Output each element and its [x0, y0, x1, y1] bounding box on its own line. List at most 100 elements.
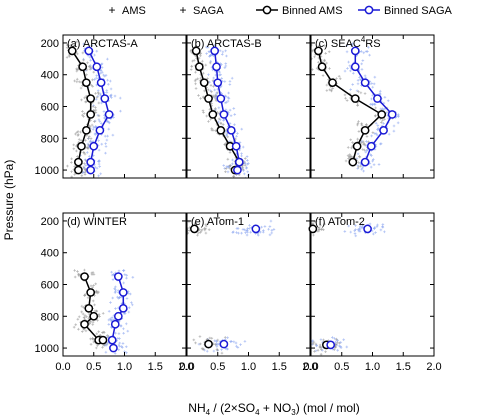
raw-point [373, 75, 377, 79]
plot-frame [62, 212, 187, 357]
raw-point [354, 234, 358, 238]
raw-point [249, 230, 252, 234]
raw-point [339, 346, 343, 350]
x-tick-label: 1.0 [117, 361, 132, 373]
panels: 200 400 600 800 1000 (a) ARCTAS-A (b) ARCTAS-B… [35, 34, 442, 373]
raw-point [76, 155, 79, 158]
raw-point [72, 143, 76, 147]
raw-point [270, 231, 274, 235]
raw-point [358, 76, 361, 79]
data-point [352, 141, 362, 151]
raw-point [110, 316, 114, 319]
raw-point [91, 286, 94, 289]
raw-point [73, 173, 77, 176]
raw-point [335, 337, 338, 341]
raw-point [224, 49, 227, 53]
raw-point [311, 68, 314, 71]
data-point [350, 94, 360, 103]
raw-point [206, 88, 210, 92]
data-point [80, 272, 89, 281]
raw-point [232, 230, 235, 234]
data-point [84, 303, 94, 313]
raw-point [206, 46, 210, 49]
raw-point [235, 344, 238, 348]
data-point [210, 46, 220, 56]
raw-point [370, 97, 373, 101]
raw-point [350, 155, 353, 159]
raw-point [319, 223, 322, 227]
raw-point [356, 137, 359, 141]
raw-point [209, 59, 213, 63]
raw-point [334, 342, 338, 346]
raw-point [243, 172, 246, 176]
raw-point [246, 170, 250, 174]
raw-point [363, 143, 367, 147]
raw-point [220, 77, 224, 80]
raw-point [101, 331, 104, 334]
raw-point [228, 151, 232, 154]
raw-point [222, 164, 226, 167]
raw-point [366, 50, 369, 53]
raw-point [207, 120, 210, 123]
raw-point [356, 78, 360, 82]
data-point [314, 46, 323, 56]
raw-point [94, 346, 98, 350]
data-point [219, 110, 229, 119]
raw-point [210, 90, 213, 94]
raw-point [396, 113, 400, 116]
raw-point [90, 44, 94, 47]
raw-point [358, 224, 362, 228]
raw-point [214, 343, 217, 346]
raw-point [197, 94, 200, 97]
raw-point [348, 64, 352, 68]
raw-point [81, 113, 84, 117]
data-point [86, 94, 96, 103]
raw-point [212, 76, 215, 80]
raw-point [74, 132, 77, 136]
raw-point [225, 347, 229, 351]
y-tick-label: 400 [41, 70, 59, 82]
raw-point [86, 146, 89, 150]
raw-point [203, 89, 206, 93]
raw-point [216, 343, 220, 346]
raw-point [367, 46, 370, 49]
raw-point [102, 73, 105, 77]
data-point [216, 94, 226, 103]
raw-point [124, 322, 128, 326]
raw-point [238, 141, 242, 144]
raw-point [201, 348, 205, 351]
raw-scatter [311, 220, 386, 356]
legend-marker: + [179, 3, 186, 17]
raw-point [231, 158, 234, 162]
raw-point [362, 169, 365, 173]
raw-point [360, 68, 364, 71]
raw-point [228, 122, 232, 125]
raw-point [357, 165, 360, 169]
raw-point [214, 97, 217, 101]
raw-point [215, 340, 219, 343]
raw-point [86, 146, 90, 150]
data-point [226, 125, 236, 135]
raw-point [106, 82, 110, 86]
raw-point [88, 65, 92, 69]
raw-point [356, 82, 360, 86]
raw-point [215, 345, 219, 348]
raw-point [356, 164, 360, 167]
data-point [363, 224, 372, 234]
raw-point [94, 76, 98, 80]
data-point [100, 94, 110, 103]
raw-point [80, 98, 83, 102]
raw-point [98, 165, 102, 168]
series-binned-saga [107, 272, 128, 353]
raw-point [75, 40, 79, 44]
raw-point [131, 275, 135, 279]
data-point [95, 125, 105, 135]
x-tick-label: 0.5 [86, 361, 101, 373]
raw-point [376, 124, 380, 127]
raw-point [236, 346, 240, 349]
raw-point [349, 138, 353, 142]
raw-point [82, 58, 85, 62]
raw-point [224, 95, 228, 98]
raw-scatter [187, 219, 276, 355]
raw-point [79, 130, 82, 134]
